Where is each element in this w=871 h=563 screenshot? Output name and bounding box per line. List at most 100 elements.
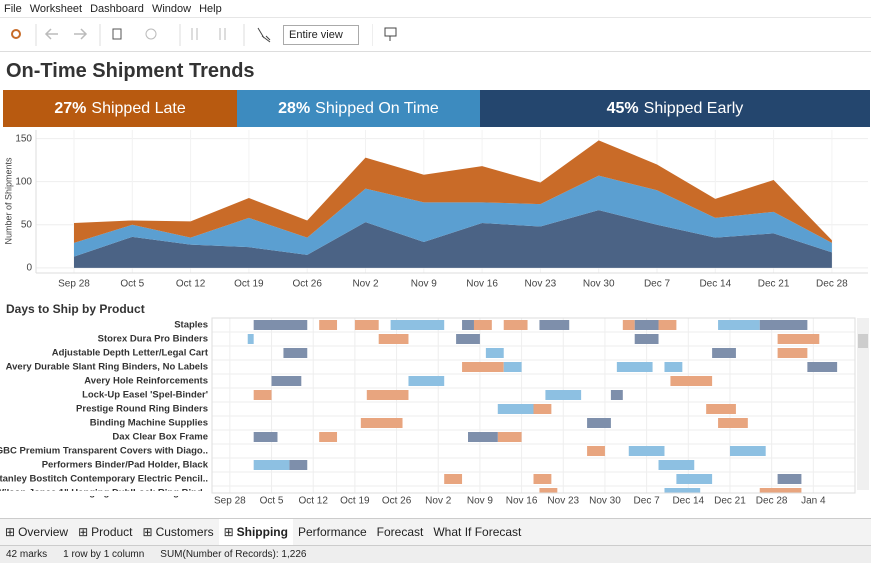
gantt-bar: [664, 362, 683, 372]
gantt-bar: [408, 376, 445, 386]
row-label: Performers Binder/Pad Holder, Black: [42, 460, 209, 471]
scroll-thumb[interactable]: [858, 334, 868, 348]
x-tick-label: Oct 19: [340, 496, 370, 507]
sheet-tab[interactable]: ⊞ Product: [73, 519, 137, 545]
toolbar-icons: [11, 24, 271, 46]
y-axis-label: Number of Shipments: [3, 157, 13, 245]
kpi-text: Shipped On Time: [315, 99, 439, 117]
gantt-bar: [253, 460, 290, 470]
gantt-bar: [718, 418, 748, 428]
x-tick-label: Dec 7: [644, 279, 671, 290]
gantt-bar: [497, 432, 522, 442]
status-item: SUM(Number of Records): 1,226: [160, 549, 307, 560]
x-tick-label: Dec 21: [758, 279, 790, 290]
gantt-bar: [444, 474, 463, 484]
row-label: Staples: [174, 320, 208, 331]
sheet-tab[interactable]: ⊞ Shipping: [218, 519, 293, 545]
gantt-bar: [253, 320, 308, 330]
y-tick-label: 100: [15, 176, 32, 187]
gantt-bar: [456, 334, 480, 344]
kpi-text: Shipped Early: [643, 99, 744, 117]
x-tick-label: Dec 14: [672, 496, 704, 507]
kpi-percent: 45%: [606, 99, 639, 117]
gantt-bar: [616, 362, 653, 372]
status-item: 42 marks: [6, 549, 48, 560]
gantt-bar: [634, 320, 659, 330]
x-tick-label: Dec 7: [634, 496, 661, 507]
tab-icon: ⊞: [223, 525, 234, 539]
x-tick-label: Dec 28: [756, 496, 788, 507]
tab-label: Forecast: [376, 525, 424, 539]
sheet-tab[interactable]: ⊞ Overview: [0, 519, 73, 545]
chart-group: Number of Shipments 0 50 100 150 Sep 28 Oct 5 O…: [0, 130, 869, 507]
x-tick-label: Jan 4: [801, 496, 826, 507]
x-tick-label: Nov 2: [352, 279, 379, 290]
gantt-bar: [485, 348, 504, 358]
kpi: 28% Shipped On Time: [237, 90, 480, 127]
kpi-percent: 28%: [278, 99, 311, 117]
sheet-tab[interactable]: What If Forecast: [428, 519, 526, 545]
status-bar: 42 marks 1 row by 1 column SUM(Number of R…: [0, 545, 871, 563]
gantt-bar: [729, 446, 766, 456]
gantt-bar: [539, 320, 570, 330]
view-dropdown[interactable]: Entire view: [283, 25, 359, 45]
gantt-bar: [628, 446, 665, 456]
tab-label: Product: [91, 525, 133, 539]
row-label: GBC Premium Transparent Covers with Diag…: [0, 446, 208, 457]
x-tick-label: Nov 16: [506, 496, 538, 507]
x-tick-label: Oct 26: [382, 496, 412, 507]
gantt-bar: [622, 320, 635, 330]
gantt-bar: [777, 348, 808, 358]
menu-item[interactable]: Window: [151, 2, 192, 15]
charts: Number of Shipments 0 50 100 150 Sep 28 Oct 5 O…: [0, 130, 869, 507]
gantt-bar: [533, 404, 552, 414]
sheet-tab[interactable]: ⊞ Customers: [138, 519, 219, 545]
x-tick-label: Dec 14: [699, 279, 731, 290]
gantt-bar: [283, 348, 308, 358]
x-tick-label: Oct 26: [292, 279, 322, 290]
tab-label: Customers: [155, 525, 214, 539]
sheet-tab[interactable]: Performance: [293, 519, 372, 545]
gantt-bar: [503, 362, 522, 372]
gantt-bar: [462, 362, 504, 372]
gantt-bar: [378, 334, 409, 344]
gantt-bar: [610, 390, 623, 400]
row-label: Prestige Round Ring Binders: [76, 404, 208, 415]
gantt-bar: [718, 320, 760, 330]
scrollbar[interactable]: [857, 318, 869, 490]
x-tick-label: Dec 21: [714, 496, 746, 507]
gantt-bar: [473, 320, 492, 330]
x-tick-label: Nov 23: [525, 279, 557, 290]
menu-item[interactable]: Worksheet: [29, 2, 83, 15]
present-icon[interactable]: [372, 18, 402, 52]
menu-item[interactable]: Dashboard: [90, 2, 144, 15]
label-mask: [0, 491, 211, 496]
area: [74, 140, 832, 243]
gantt-bar: [253, 390, 272, 400]
gantt-bar: [777, 334, 820, 344]
gantt-bar: [539, 488, 558, 493]
gantt-bar: [587, 418, 611, 428]
gantt-bar: [468, 432, 498, 442]
menu-item[interactable]: File: [4, 2, 22, 15]
x-tick-label: Nov 9: [467, 496, 494, 507]
kpi-percent: 27%: [54, 99, 87, 117]
sheet-tab[interactable]: Forecast: [372, 519, 429, 545]
row-label: Dax Clear Box Frame: [112, 432, 208, 443]
gantt-bar: [658, 460, 695, 470]
gantt-bar: [634, 334, 659, 344]
x-tick-label: Sep 28: [58, 279, 90, 290]
gantt-bar: [462, 320, 474, 330]
gantt-bar: [319, 320, 338, 330]
x-tick-label: Nov 2: [425, 496, 452, 507]
gantt-bar: [354, 320, 379, 330]
x-tick-label: Sep 28: [214, 496, 246, 507]
x-tick-label: Oct 12: [298, 496, 328, 507]
toolbar: Entire view: [0, 17, 871, 52]
menu-item[interactable]: Help: [199, 2, 222, 15]
row-label: Adjustable Depth Letter/Legal Cart: [52, 348, 209, 359]
gantt-bar: [289, 460, 308, 470]
tab-label: Shipping: [236, 525, 288, 539]
gantt-bar: [533, 474, 552, 484]
